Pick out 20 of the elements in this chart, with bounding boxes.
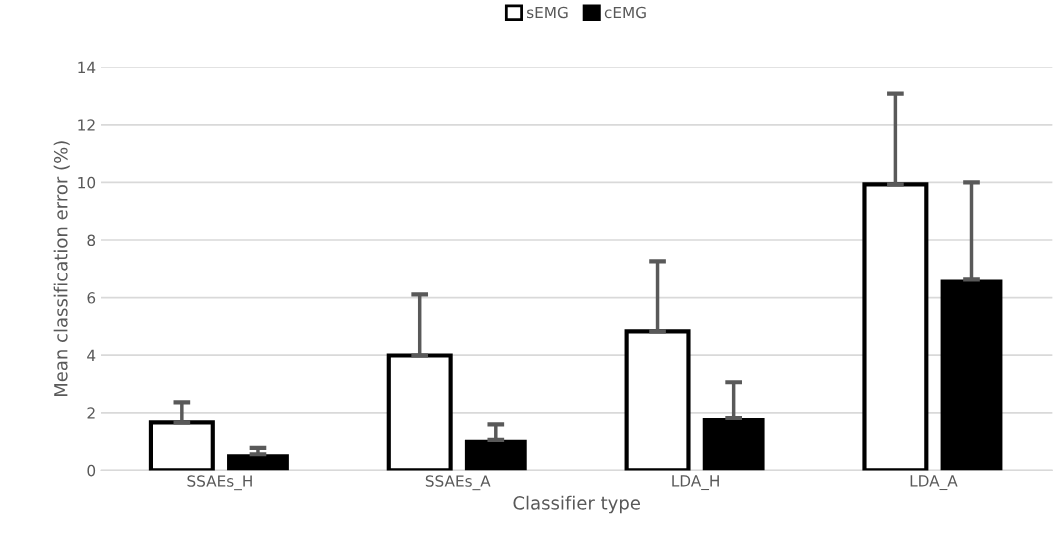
y-tick-label: 8 [87,234,96,247]
bar [227,454,289,471]
y-tick-label: 14 [78,61,96,73]
y-tick-label: 2 [87,407,95,419]
x-tick-label: SSAEs_A [425,475,491,491]
y-tick-label: 6 [87,292,96,304]
y-tick-label: 12 [78,119,95,131]
bar [464,439,527,471]
x-tick-label: LDA_H [672,475,719,491]
bar [702,417,765,471]
y-tick-label: 10 [78,176,96,189]
bar [940,279,1003,471]
legend-label: sEMG [527,6,568,19]
x-axis-title: Classifier type [513,495,640,514]
x-tick-label: LDA_A [910,475,958,491]
legend-label: cEMG [604,6,646,19]
y-tick-label: 4 [87,349,96,361]
x-tick-label: SSAEs_H [187,475,252,491]
y-tick-label: 0 [87,464,96,477]
y-axis-title: Mean classification error (%) [53,141,70,397]
